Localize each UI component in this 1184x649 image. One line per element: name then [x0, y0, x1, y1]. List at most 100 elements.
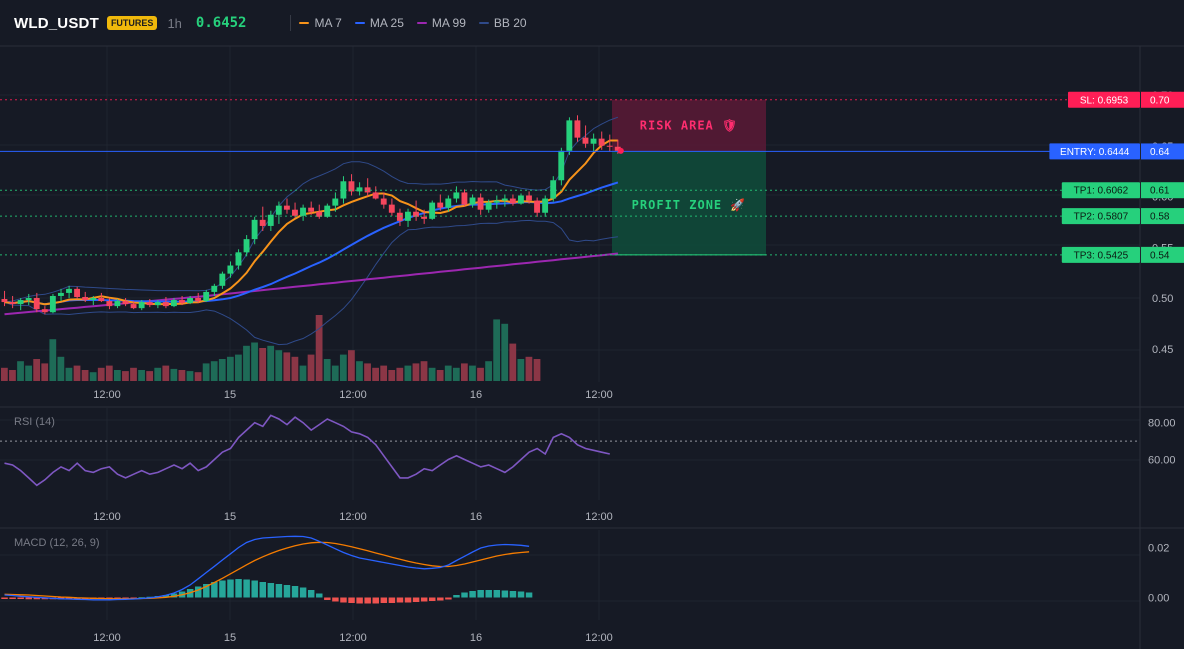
- volume-bar: [210, 361, 218, 381]
- chart-grid: 12:00 15 12:00 16 12:00 12:00 15 12:00 16 12:00 12…: [0, 45, 1184, 649]
- macd-histogram-bar: [517, 591, 525, 598]
- legend-ma25[interactable]: MA 25: [354, 16, 404, 30]
- volume-bar: [9, 370, 16, 381]
- time-axis-label: 12:00: [93, 632, 121, 644]
- macd-histogram-bar: [291, 586, 299, 598]
- timeframe-selector[interactable]: 1h: [167, 15, 182, 31]
- ma99-line: [4, 252, 619, 316]
- time-axis-label: 15: [224, 511, 236, 523]
- candle-body: [437, 202, 444, 208]
- volume-bar: [485, 361, 492, 381]
- volume-bar: [178, 370, 186, 381]
- macd-histogram-bar: [267, 583, 275, 598]
- macd-title: MACD (12, 26, 9): [14, 537, 100, 549]
- macd-histogram-bar: [9, 597, 16, 599]
- time-axis-label: 12:00: [339, 389, 367, 401]
- volume-bar: [202, 363, 210, 381]
- candle-body: [558, 150, 565, 181]
- volume-bar: [226, 356, 234, 381]
- candle-body: [154, 302, 161, 306]
- current-price-marker: [617, 147, 624, 154]
- futures-badge: FUTURES: [106, 16, 158, 30]
- macd-histogram-bar: [461, 592, 468, 598]
- macd-pane: MACD (12, 26, 9) 0.02 0.00: [1, 535, 1169, 605]
- ma7-line: [4, 139, 618, 306]
- time-axis-label: 12:00: [339, 632, 367, 644]
- candle-body: [308, 207, 315, 212]
- candle-body: [405, 211, 411, 221]
- volume-bar: [73, 365, 81, 381]
- candle-body: [517, 195, 524, 204]
- macd-histogram-bar: [194, 586, 202, 598]
- candle-body: [130, 304, 137, 309]
- volume-bar: [444, 365, 452, 381]
- macd-histogram-bar: [138, 597, 145, 599]
- candle-body: [235, 252, 242, 266]
- volume-bar: [162, 365, 170, 381]
- candle-body: [283, 205, 290, 210]
- price-axis-label: 0.45: [1152, 344, 1173, 356]
- macd-histogram-bar: [1, 597, 8, 599]
- macd-histogram-bar: [493, 590, 501, 598]
- macd-histogram-bar: [227, 579, 234, 598]
- candle-body: [614, 146, 621, 151]
- time-axis-label: 12:00: [585, 632, 613, 644]
- volume-bar: [323, 359, 331, 381]
- rsi-axis-label: 60.00: [1148, 455, 1176, 467]
- candle-body: [211, 285, 218, 292]
- profit-zone-box: [612, 151, 766, 255]
- time-axis-label: 15: [224, 632, 236, 644]
- macd-histogram-bar: [235, 579, 242, 598]
- volume-bar: [146, 371, 154, 381]
- time-axis-label: 12:00: [93, 389, 121, 401]
- candle-body: [582, 137, 589, 144]
- volume-bar: [291, 356, 299, 381]
- volume-bar: [113, 370, 121, 381]
- candlesticks: [1, 115, 621, 315]
- time-axis-label: 12:00: [339, 511, 367, 523]
- axis-price-value: 0.64: [1150, 147, 1170, 158]
- volume-bars: [1, 315, 541, 381]
- volume-bar: [533, 359, 541, 381]
- trade-zones: RISK AREA 🛡 PROFIT ZONE 🚀: [612, 99, 766, 256]
- macd-histogram-bar: [429, 597, 436, 601]
- macd-histogram-bar: [420, 597, 428, 602]
- legend-ma99[interactable]: MA 99: [416, 16, 466, 30]
- candle-body: [364, 187, 371, 193]
- macd-histogram-bar: [203, 584, 210, 598]
- candle-body: [316, 211, 323, 217]
- candle-body: [82, 296, 89, 301]
- candle-body: [598, 138, 605, 146]
- volume-bar: [275, 350, 283, 381]
- candle-body: [162, 302, 169, 307]
- candle-body: [259, 219, 266, 226]
- time-axis-label: 16: [470, 389, 482, 401]
- symbol-name[interactable]: WLD_USDT: [14, 14, 99, 32]
- volume-bar: [186, 371, 194, 381]
- candle-body: [1, 299, 8, 303]
- legend-bb20[interactable]: BB 20: [478, 16, 527, 30]
- candle-body: [300, 207, 306, 216]
- macd-histogram-bar: [211, 582, 218, 598]
- macd-histogram-bar: [485, 590, 492, 598]
- level-tag-background: [1049, 143, 1140, 160]
- macd-histogram-bar: [275, 584, 283, 598]
- macd-histogram-bar: [114, 597, 121, 599]
- macd-histogram-bar: [33, 597, 41, 600]
- candle-body: [372, 192, 379, 199]
- macd-histogram-bar: [283, 585, 291, 598]
- level-tag-background: [1068, 91, 1140, 108]
- volume-bar: [97, 367, 105, 381]
- legend-ma7-label: MA 7: [314, 16, 342, 30]
- legend-bb20-label: BB 20: [493, 16, 527, 30]
- volume-bar: [49, 339, 57, 381]
- candle-body: [606, 145, 613, 147]
- volume-bar: [89, 372, 97, 381]
- legend-ma7[interactable]: MA 7: [299, 16, 342, 30]
- candle-body: [33, 298, 40, 310]
- macd-histogram-bar: [106, 597, 113, 599]
- volume-bar: [331, 365, 339, 381]
- macd-histogram-bar: [17, 597, 24, 599]
- candle-body: [41, 309, 48, 313]
